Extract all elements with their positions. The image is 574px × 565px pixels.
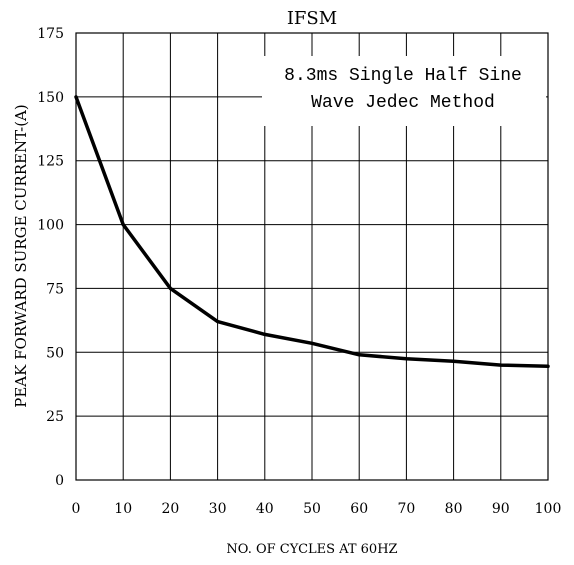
x-axis-label: NO. OF CYCLES AT 60HZ [226,542,397,557]
x-tick-label: 60 [350,501,368,517]
chart-title: IFSM [287,8,337,29]
x-tick-label: 40 [256,501,274,517]
y-tick-label: 75 [46,281,64,297]
x-tick-label: 30 [209,501,227,517]
x-tick-label: 80 [445,501,463,517]
plot-frame [75,32,549,481]
x-tick-label: 0 [72,501,81,517]
y-tick-label: 0 [55,473,64,489]
annotation-line-2: Wave Jedec Method [311,93,495,113]
y-tick-label: 175 [37,26,64,42]
tick-labels: 0 10 20 30 40 50 60 70 80 90 100 0 25 50 75 100 125 150 17… [37,26,561,517]
y-tick-label: 100 [37,218,64,234]
y-tick-label: 25 [46,409,64,425]
y-axis-label: PEAK FORWARD SURGE CURRENT-(A) [12,104,30,407]
y-tick-label: 125 [37,154,64,170]
x-tick-label: 10 [114,501,132,517]
annotation-line-1: 8.3ms Single Half Sine [284,66,522,86]
x-tick-label: 50 [303,501,321,517]
y-tick-label: 150 [37,90,64,106]
x-tick-label: 70 [397,501,415,517]
y-tick-label: 50 [46,345,64,361]
x-tick-label: 90 [492,501,510,517]
annotation-background [262,56,546,126]
series-line [74,95,550,369]
x-tick-label: 20 [161,501,179,517]
x-tick-label: 100 [535,501,562,517]
